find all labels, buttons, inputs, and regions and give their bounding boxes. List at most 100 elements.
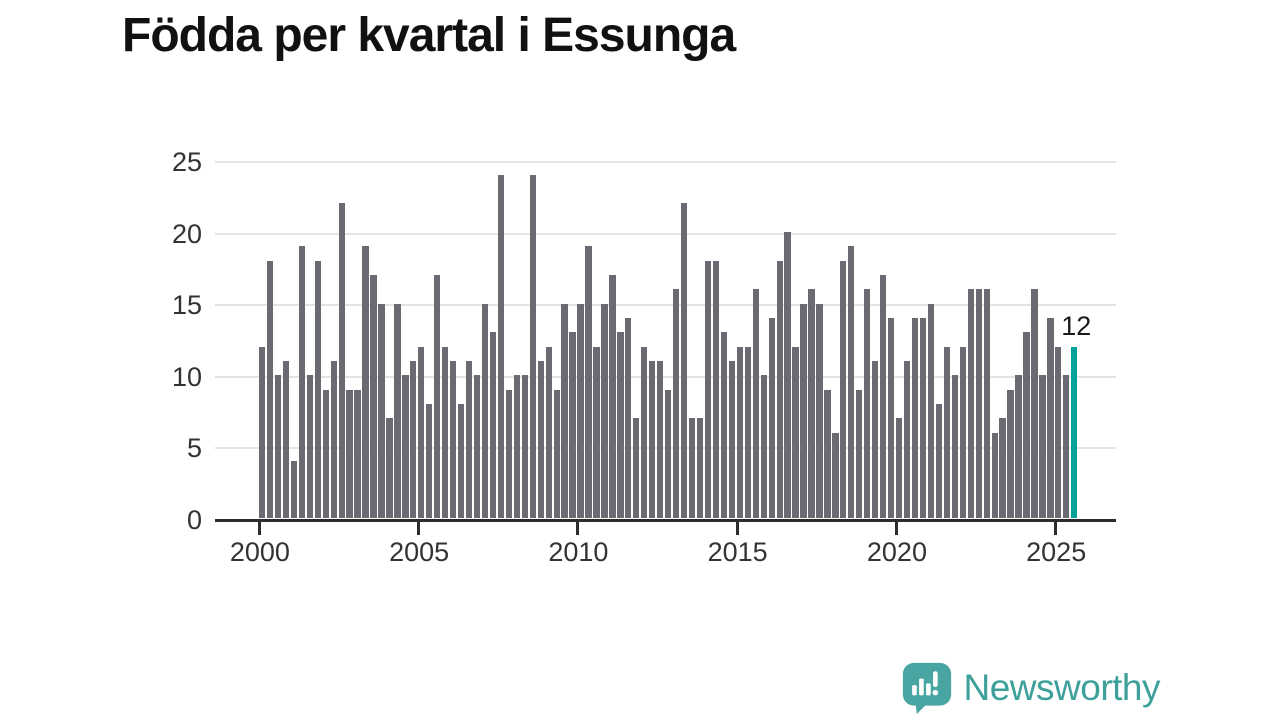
bar bbox=[617, 332, 624, 519]
bar bbox=[1015, 375, 1022, 519]
bar bbox=[1039, 375, 1046, 519]
bar bbox=[792, 346, 799, 519]
bar bbox=[529, 174, 536, 519]
bar bbox=[848, 246, 855, 519]
x-axis-label-2005: 2005 bbox=[389, 537, 450, 567]
bar bbox=[840, 260, 847, 519]
bar-highlight-latest bbox=[1071, 346, 1078, 519]
bar bbox=[824, 389, 831, 519]
bar bbox=[808, 289, 815, 519]
bar bbox=[1023, 332, 1030, 519]
x-axis-tick-2010 bbox=[576, 521, 580, 535]
bar bbox=[816, 303, 823, 519]
bar bbox=[306, 375, 313, 519]
bar bbox=[728, 360, 736, 519]
bar bbox=[752, 289, 759, 519]
bar bbox=[927, 303, 935, 519]
bar bbox=[720, 332, 728, 519]
bar bbox=[856, 389, 863, 519]
bar bbox=[521, 375, 528, 519]
bar bbox=[362, 246, 369, 519]
bar bbox=[872, 360, 879, 519]
bar bbox=[370, 275, 377, 519]
bar bbox=[736, 346, 743, 519]
bar bbox=[314, 260, 321, 519]
bar bbox=[593, 346, 600, 519]
bar bbox=[585, 246, 592, 519]
gridline-y-20 bbox=[215, 232, 1116, 235]
bar bbox=[489, 332, 497, 519]
bar bbox=[880, 275, 887, 519]
bar bbox=[999, 418, 1006, 519]
bar bbox=[1063, 375, 1070, 519]
bar bbox=[561, 303, 568, 519]
bar bbox=[577, 303, 584, 519]
bar bbox=[537, 360, 544, 519]
bar bbox=[975, 289, 982, 519]
bar bbox=[330, 360, 337, 519]
gridline-y-25 bbox=[215, 161, 1116, 163]
bar bbox=[672, 289, 680, 519]
bar bbox=[601, 303, 608, 519]
bar bbox=[553, 389, 560, 519]
bar bbox=[338, 203, 345, 519]
bar bbox=[712, 260, 720, 519]
x-axis-tick-2020 bbox=[894, 521, 898, 535]
bar bbox=[465, 360, 473, 519]
x-axis-tick-2000 bbox=[257, 521, 261, 535]
bar bbox=[258, 346, 266, 519]
bar bbox=[967, 289, 974, 519]
newsworthy-logo: Newsworthy bbox=[901, 661, 1161, 714]
bar bbox=[784, 232, 791, 519]
bar bbox=[760, 375, 767, 519]
bar bbox=[410, 360, 417, 519]
bar bbox=[473, 375, 481, 519]
bar bbox=[481, 303, 489, 519]
x-axis-label-2015: 2015 bbox=[707, 537, 768, 567]
bar bbox=[800, 303, 807, 519]
bar bbox=[641, 346, 648, 519]
bar bbox=[1031, 289, 1038, 519]
bar bbox=[776, 260, 783, 519]
bar bbox=[346, 389, 353, 519]
bar bbox=[282, 360, 290, 519]
y-axis-label-25: 25 bbox=[171, 147, 202, 177]
bar bbox=[649, 360, 656, 519]
bar bbox=[911, 318, 919, 519]
bar bbox=[943, 346, 951, 519]
bar bbox=[887, 318, 895, 519]
bar bbox=[704, 260, 712, 519]
bar bbox=[457, 403, 465, 519]
bar bbox=[513, 375, 521, 519]
bar bbox=[274, 375, 282, 519]
bar bbox=[864, 289, 871, 519]
bar bbox=[983, 289, 990, 519]
bar bbox=[744, 346, 751, 519]
bar bbox=[680, 203, 688, 519]
bar bbox=[442, 346, 449, 519]
bar bbox=[426, 403, 433, 519]
bar bbox=[450, 360, 457, 519]
bar bbox=[991, 432, 998, 519]
chart-title: Födda per kvartal i Essunga bbox=[122, 9, 736, 62]
bar bbox=[394, 303, 401, 519]
newsworthy-logo-text: Newsworthy bbox=[963, 666, 1161, 708]
y-axis-label-0: 0 bbox=[186, 505, 202, 535]
bar bbox=[919, 318, 927, 519]
last-value-label: 12 bbox=[1061, 310, 1092, 341]
bar bbox=[696, 418, 704, 519]
y-axis-label-15: 15 bbox=[171, 290, 202, 321]
newsworthy-bubble-chart-icon bbox=[901, 661, 953, 714]
y-axis-label-5: 5 bbox=[186, 433, 202, 464]
bar bbox=[609, 275, 616, 519]
x-axis-label-2025: 2025 bbox=[1026, 537, 1087, 567]
bar bbox=[895, 418, 903, 519]
x-axis-line bbox=[215, 518, 1116, 522]
bar bbox=[497, 174, 505, 519]
x-axis-label-2020: 2020 bbox=[866, 537, 927, 567]
gridline-y-15 bbox=[215, 304, 1116, 307]
bar bbox=[657, 360, 664, 519]
bar bbox=[959, 346, 966, 519]
bar bbox=[951, 375, 958, 519]
